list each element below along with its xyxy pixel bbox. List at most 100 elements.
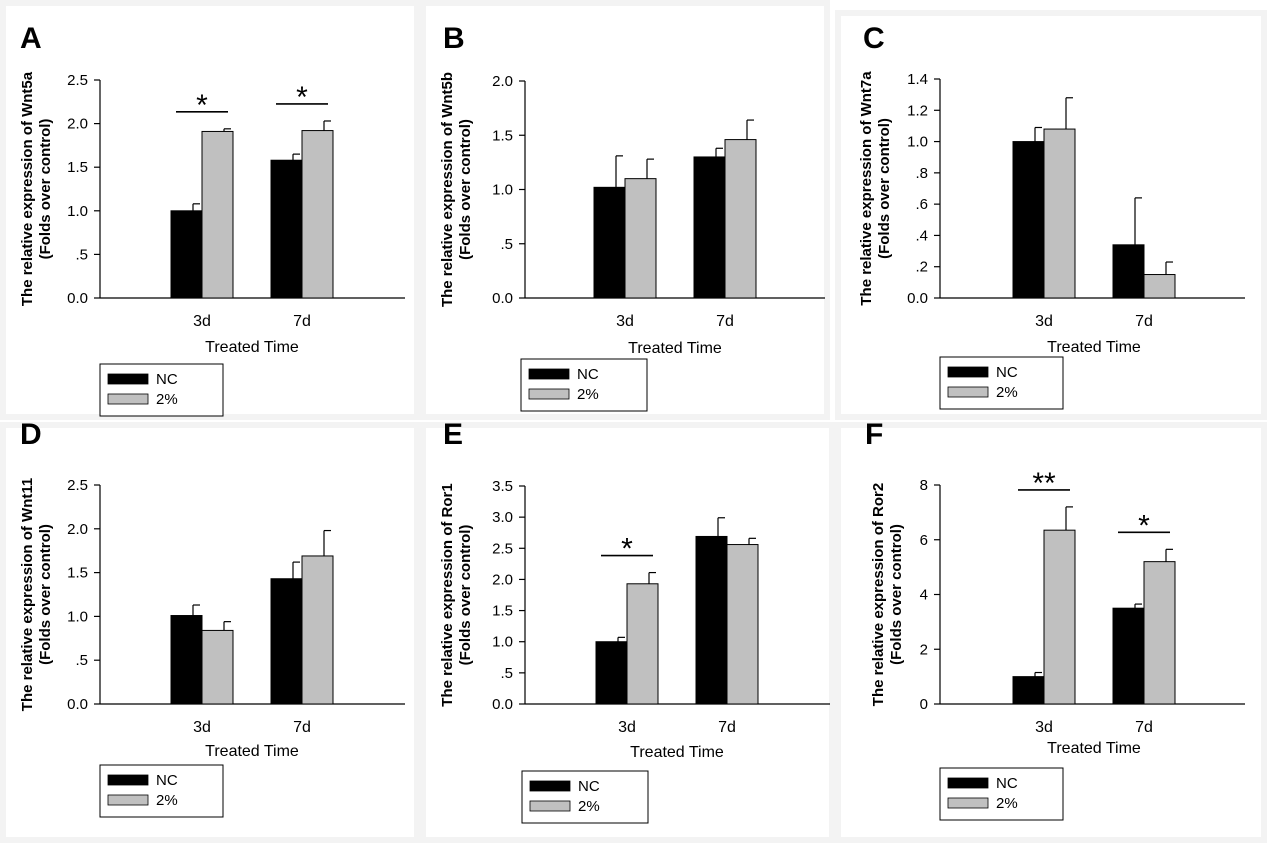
- bar-nc-7d: [695, 535, 728, 705]
- y-tick-label: 3.0: [492, 509, 513, 526]
- y-tick-label: 2: [920, 641, 928, 658]
- y-tick-label: .5: [500, 236, 513, 253]
- y-tick-label: 2.5: [492, 540, 513, 557]
- bar-treated-3d: [1043, 128, 1076, 299]
- y-tick-label: .4: [915, 227, 928, 244]
- y-tick-label: 2.0: [492, 73, 513, 90]
- bar-treated-3d: [626, 583, 659, 705]
- bar-nc-3d: [170, 615, 203, 705]
- x-axis-title: Treated Time: [630, 744, 724, 761]
- panel-label: F: [865, 418, 883, 451]
- bar-nc-7d: [693, 156, 726, 299]
- bar-treated-7d: [726, 544, 759, 705]
- y-tick-label: 2.5: [67, 477, 88, 494]
- legend-swatch-nc: [947, 366, 989, 378]
- legend-label: NC: [156, 772, 178, 789]
- panel-label: B: [443, 22, 465, 55]
- x-axis-title: Treated Time: [1047, 339, 1141, 356]
- legend: NC 2%: [939, 356, 1064, 410]
- legend: NC 2%: [99, 764, 224, 818]
- y-tick-label: 2.0: [67, 116, 88, 133]
- y-tick-label: 1.5: [67, 565, 88, 582]
- legend-swatch-treated: [107, 794, 149, 806]
- x-tick-label: 7d: [293, 719, 311, 736]
- x-axis-title: Treated Time: [1047, 740, 1141, 757]
- panel-label: A: [20, 22, 42, 55]
- y-axis-title-line1: The relative expression of Wnt5b: [439, 72, 456, 307]
- legend-label: 2%: [156, 792, 178, 809]
- y-tick-label: 1.5: [67, 159, 88, 176]
- y-axis-title-line2: (Folds over control): [876, 118, 893, 259]
- bar-treated-3d: [201, 130, 234, 299]
- legend-swatch-nc: [528, 368, 570, 380]
- legend-box: [99, 363, 224, 417]
- y-axis-title-line1: The relative expression of Ror2: [870, 483, 887, 706]
- legend: NC 2%: [939, 767, 1064, 821]
- legend-box: [520, 358, 648, 412]
- y-tick-label: .5: [75, 246, 88, 263]
- y-axis-title-line2: (Folds over control): [37, 119, 54, 260]
- panel-c: C 0.0 .2 .4 .6 .8 1.0 1.2 1.4 3d 7d Treated Time The…: [835, 10, 1267, 420]
- legend: NC 2%: [520, 358, 648, 412]
- y-tick-label: .2: [915, 259, 928, 276]
- y-axis-title-line1: The relative expression of Wnt7a: [858, 71, 875, 306]
- bar-nc-3d: [1012, 676, 1045, 705]
- x-tick-label: 7d: [718, 719, 736, 736]
- bar-treated-7d: [1143, 561, 1176, 705]
- legend: NC 2%: [521, 770, 649, 824]
- legend-label: NC: [996, 775, 1018, 792]
- legend-swatch-treated: [107, 393, 149, 405]
- legend-box: [521, 770, 649, 824]
- y-tick-label: 3.5: [492, 478, 513, 495]
- x-axis-title: Treated Time: [205, 339, 299, 356]
- y-tick-label: 1.0: [907, 134, 928, 151]
- legend-label: NC: [996, 364, 1018, 381]
- legend-label: 2%: [996, 795, 1018, 812]
- bar-treated-3d: [1043, 529, 1076, 705]
- legend-swatch-nc: [107, 373, 149, 385]
- x-tick-label: 7d: [1135, 313, 1153, 330]
- bar-treated-3d: [624, 178, 657, 299]
- significance-marker: *: [196, 89, 208, 122]
- legend-swatch-nc: [947, 777, 989, 789]
- legend-label: NC: [156, 371, 178, 388]
- legend-label: 2%: [996, 384, 1018, 401]
- bar-treated-3d: [201, 629, 234, 705]
- bar-nc-7d: [1112, 244, 1145, 299]
- legend-label: 2%: [577, 386, 599, 403]
- legend-box: [99, 764, 224, 818]
- y-tick-label: 6: [920, 532, 928, 549]
- legend-label: 2%: [578, 798, 600, 815]
- y-tick-label: 0.0: [492, 696, 513, 713]
- legend-swatch-treated: [947, 797, 989, 809]
- bar-treated-7d: [724, 139, 757, 299]
- y-tick-label: 1.0: [67, 203, 88, 220]
- bar-nc-3d: [1012, 141, 1045, 299]
- y-tick-label: 8: [920, 477, 928, 494]
- y-tick-label: 2.0: [492, 571, 513, 588]
- y-tick-label: 4: [920, 587, 928, 604]
- legend-box: [939, 767, 1064, 821]
- y-tick-label: .5: [75, 652, 88, 669]
- y-tick-label: 0.0: [492, 290, 513, 307]
- panel-d: D 0.0 .5 1.0 1.5 2.0 2.5 3d 7d Treated Time The re…: [0, 418, 420, 843]
- legend-swatch-treated: [947, 386, 989, 398]
- legend-swatch-treated: [529, 800, 571, 812]
- panel-label: E: [443, 418, 463, 451]
- significance-marker: *: [296, 81, 308, 114]
- panel-label: C: [863, 22, 885, 55]
- x-axis-title: Treated Time: [628, 340, 722, 357]
- legend-label: NC: [578, 778, 600, 795]
- significance-marker: **: [1032, 467, 1056, 500]
- y-tick-label: 2.0: [67, 521, 88, 538]
- x-tick-label: 3d: [1035, 313, 1053, 330]
- y-tick-label: .8: [915, 165, 928, 182]
- legend-swatch-treated: [528, 388, 570, 400]
- significance-marker: *: [1138, 509, 1150, 542]
- y-tick-label: .5: [500, 665, 513, 682]
- legend-label: NC: [577, 366, 599, 383]
- y-tick-label: 0.0: [907, 290, 928, 307]
- y-tick-label: 1.0: [67, 608, 88, 625]
- panel-a: A 0.0 .5 1.0 1.5 2.0 2.5 3d * 7d * Treated Time The …: [0, 0, 420, 420]
